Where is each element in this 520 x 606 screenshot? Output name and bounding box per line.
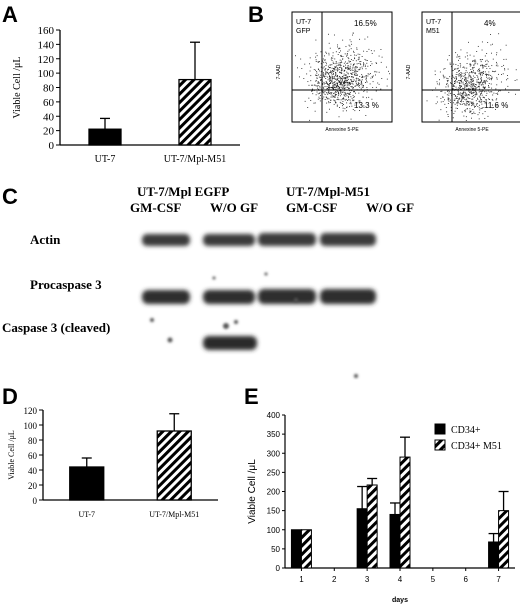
row-label-actin: Actin bbox=[30, 232, 61, 247]
a-y-tick-label: 140 bbox=[38, 39, 55, 51]
a-y-tick-label: 0 bbox=[49, 140, 55, 152]
e-y-tick-label: 350 bbox=[267, 430, 281, 439]
flow-dots bbox=[426, 33, 518, 121]
e-bar-1-0 bbox=[300, 529, 312, 569]
e-bar-1-6 bbox=[498, 510, 510, 569]
e-y-tick-label: 400 bbox=[267, 411, 281, 420]
e-y-tick-label: 100 bbox=[267, 526, 281, 535]
e-x-tick-label: 6 bbox=[463, 575, 468, 584]
e-legend-label-0: CD34+ bbox=[451, 425, 481, 436]
flow-plot-0: UT-7 GFP 16.5% 13.3 % Annexine 5-PE 7-AAD bbox=[276, 11, 393, 133]
e-x-tick-label: 5 bbox=[431, 575, 436, 584]
panel-c-letter: C bbox=[2, 184, 18, 209]
sample-name-line2: GFP bbox=[296, 28, 311, 35]
flow-x-label: Annexine 5-PE bbox=[325, 127, 359, 133]
e-legend-swatch-0 bbox=[434, 423, 446, 435]
d-y-tick-label: 100 bbox=[24, 421, 38, 431]
lane-label-3: GM-CSF bbox=[286, 200, 338, 215]
panel-a-letter: A bbox=[2, 2, 18, 27]
e-bar-0-2 bbox=[356, 508, 368, 569]
a-y-tick-label: 80 bbox=[43, 83, 55, 95]
d-y-tick-label: 80 bbox=[28, 436, 38, 446]
e-bar-1-3 bbox=[399, 456, 411, 569]
lower-right-percent: 13.3 % bbox=[354, 101, 379, 110]
d-y-tick-label: 20 bbox=[28, 481, 38, 491]
group-label-egfp: UT-7/Mpl EGFP bbox=[137, 184, 230, 199]
a-y-tick-label: 120 bbox=[38, 54, 55, 66]
e-y-tick-label: 50 bbox=[271, 545, 280, 554]
lane-label-4: W/O GF bbox=[366, 200, 415, 215]
a-y-tick-label: 20 bbox=[43, 126, 55, 138]
d-bar-0 bbox=[69, 466, 105, 501]
e-y-tick-label: 300 bbox=[267, 449, 281, 458]
d-y-tick-label: 0 bbox=[33, 496, 38, 506]
panel-e-letter: E bbox=[244, 384, 259, 409]
panel-c-western-blot: UT-7/Mpl EGFP UT-7/Mpl-M51 GM-CSF W/O GF… bbox=[0, 180, 520, 380]
sample-name-line1: UT-7 bbox=[296, 19, 311, 26]
e-x-tick-label: 7 bbox=[496, 575, 501, 584]
e-legend-swatch-1 bbox=[434, 439, 446, 451]
panel-d-bar-chart: 0 20 40 60 80 100 120 Viable Cell /μL UT-7 UT-7/M… bbox=[7, 406, 218, 519]
e-x-tick-label: 4 bbox=[398, 575, 403, 584]
panel-e-bar-chart: 0 50 100 150 200 250 300 350 400 Viable Cell /μL 1… bbox=[247, 411, 515, 604]
a-bar-1 bbox=[178, 78, 212, 146]
e-legend-label-1: CD34+ M51 bbox=[451, 441, 502, 452]
lane-label-2: W/O GF bbox=[210, 200, 259, 215]
d-y-axis-label: Viable Cell /μL bbox=[7, 430, 16, 480]
a-y-tick-label: 60 bbox=[43, 97, 55, 109]
a-category-label: UT-7/Mpl-M51 bbox=[164, 154, 226, 165]
flow-dots bbox=[295, 32, 391, 121]
d-category-label: UT-7 bbox=[78, 510, 95, 519]
sample-name-line1: UT-7 bbox=[426, 19, 441, 26]
e-x-tick-label: 2 bbox=[332, 575, 337, 584]
flow-x-label: Annexine 5-PE bbox=[455, 127, 489, 133]
e-bar-0-3 bbox=[389, 513, 401, 569]
d-y-tick-label: 60 bbox=[28, 451, 38, 461]
lower-right-percent: 11.6 % bbox=[484, 101, 508, 110]
e-bar-0-6 bbox=[488, 541, 500, 569]
e-y-axis-label: Viable Cell /μL bbox=[247, 459, 258, 524]
e-x-axis-label: days bbox=[392, 597, 408, 604]
panel-b-letter: B bbox=[248, 2, 264, 27]
e-x-tick-label: 1 bbox=[299, 575, 304, 584]
a-y-tick-label: 40 bbox=[43, 111, 55, 123]
row-label-caspase-cleaved: Caspase 3 (cleaved) bbox=[2, 320, 111, 335]
sample-name-line2: M51 bbox=[426, 28, 440, 35]
d-y-tick-label: 120 bbox=[24, 406, 38, 416]
lane-label-1: GM-CSF bbox=[130, 200, 182, 215]
flow-y-label: 7-AAD bbox=[406, 64, 412, 79]
d-y-tick-label: 40 bbox=[28, 466, 38, 476]
d-bar-1 bbox=[156, 430, 192, 501]
upper-right-percent: 16.5% bbox=[354, 19, 377, 28]
e-y-tick-label: 200 bbox=[267, 488, 281, 497]
a-y-axis-label: Viable Cell /μL bbox=[12, 57, 23, 119]
a-category-label: UT-7 bbox=[95, 154, 116, 165]
blot-image bbox=[142, 233, 376, 378]
flow-y-label: 7-AAD bbox=[276, 64, 282, 79]
panel-d-letter: D bbox=[2, 384, 18, 409]
e-y-tick-label: 250 bbox=[267, 468, 281, 477]
panel-a-bar-chart: 0 20 40 60 80 100 120 140 160 Viable Cell /μL UT-7… bbox=[12, 25, 240, 165]
row-label-procaspase: Procaspase 3 bbox=[30, 277, 102, 292]
group-label-m51: UT-7/Mpl-M51 bbox=[286, 184, 371, 199]
flow-plot-1: UT-7 M51 4% 11.6 % Annexine 5-PE 7-AAD bbox=[406, 11, 520, 133]
upper-right-percent: 4% bbox=[484, 19, 496, 28]
d-category-label: UT-7/Mpl-M51 bbox=[149, 510, 199, 519]
e-y-tick-label: 0 bbox=[276, 564, 281, 573]
a-y-tick-label: 160 bbox=[38, 25, 55, 37]
flow-plot-frame bbox=[291, 11, 393, 123]
e-x-tick-label: 3 bbox=[365, 575, 370, 584]
e-bar-0-0 bbox=[290, 529, 302, 569]
e-y-tick-label: 150 bbox=[267, 507, 281, 516]
a-y-tick-label: 100 bbox=[38, 68, 55, 80]
a-bar-0 bbox=[88, 128, 122, 146]
e-bar-1-2 bbox=[366, 484, 378, 569]
